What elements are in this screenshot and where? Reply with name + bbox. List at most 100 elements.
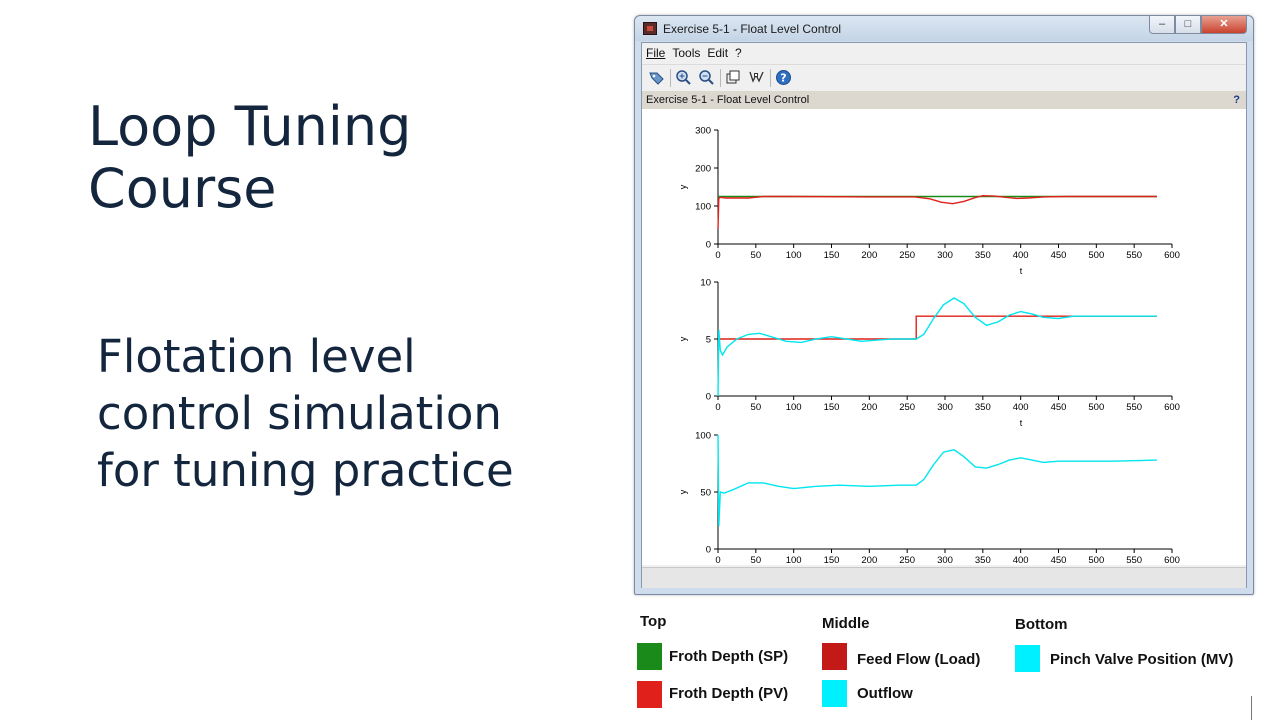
x-tick-label: 250	[899, 250, 915, 261]
y-axis-label: y	[678, 184, 688, 189]
x-tick-label: 200	[861, 250, 877, 261]
legend-swatch-valve	[1015, 645, 1040, 672]
x-tick-label: 150	[824, 250, 840, 261]
window-title: Exercise 5-1 - Float Level Control	[663, 22, 842, 36]
series-line	[717, 194, 1157, 229]
window-titlebar[interactable]: Exercise 5-1 - Float Level Control – □ ✕	[635, 16, 1253, 41]
legend-label-feed-flow: Feed Flow (Load)	[857, 651, 981, 668]
menu-edit[interactable]: Edit	[707, 46, 729, 60]
series-line	[718, 315, 1157, 340]
simulation-window: Exercise 5-1 - Float Level Control – □ ✕…	[634, 15, 1254, 595]
x-tick-label: 400	[1013, 402, 1029, 413]
charts-svg: 0 50 100 150 200 250 300 350 400 450 500 550 6000100…	[678, 126, 1180, 567]
legend-label-froth-sp: Froth Depth (SP)	[669, 648, 789, 665]
x-tick-label: 200	[861, 555, 877, 565]
x-tick-label: 500	[1088, 250, 1104, 261]
y-tick-label: 0	[706, 240, 711, 251]
series-line	[717, 297, 1157, 397]
x-tick-label: 150	[824, 402, 840, 413]
x-tick-label: 400	[1013, 555, 1029, 565]
legend-label-froth-pv: Froth Depth (PV)	[669, 685, 789, 702]
plot-area: 0 50 100 150 200 250 300 350 400 450 500 550 600 0 100…	[642, 109, 1246, 567]
zoom-in-icon[interactable]	[674, 68, 693, 87]
minimize-button[interactable]: –	[1149, 16, 1175, 34]
data-bounds-icon[interactable]	[724, 68, 743, 87]
rotate-icon[interactable]	[647, 68, 666, 87]
y-tick-label: 300	[695, 126, 711, 137]
x-axis-label: t	[1020, 418, 1023, 428]
x-tick-label: 250	[899, 555, 915, 565]
svg-text:?: ?	[780, 72, 786, 85]
x-tick-label: 50	[751, 402, 762, 413]
series-line	[717, 434, 1157, 527]
y-tick-label: 10	[700, 278, 711, 289]
x-axis-label: t	[1020, 266, 1023, 276]
legend-swatch-sp	[637, 643, 662, 670]
x-tick-label: 100	[786, 250, 802, 261]
legend-heading-bottom: Bottom	[1015, 616, 1068, 633]
y-tick-label: 5	[706, 335, 711, 346]
status-bar	[642, 567, 1246, 588]
x-tick-label: 300	[937, 250, 953, 261]
x-tick-label: 550	[1126, 555, 1142, 565]
x-tick-label: 0	[715, 250, 720, 261]
x-tick-label: 450	[1051, 250, 1067, 261]
x-tick-label: 600	[1164, 250, 1180, 261]
x-tick-label: 300	[937, 555, 953, 565]
legend-swatch-feed	[822, 643, 847, 670]
y-tick-label: 50	[700, 488, 711, 499]
x-tick-label: 50	[751, 250, 762, 261]
toolbar: ?	[642, 64, 1246, 90]
menu-file[interactable]: File	[646, 46, 666, 60]
x-tick-label: 350	[975, 250, 991, 261]
slide-title: Loop Tuning Course	[88, 95, 412, 220]
x-tick-label: 50	[751, 555, 762, 565]
x-tick-label: 400	[1013, 250, 1029, 261]
x-tick-label: 450	[1051, 555, 1067, 565]
window-client: File Tools Edit ? ?	[641, 42, 1247, 588]
toolbar-separator	[770, 68, 771, 87]
x-tick-label: 500	[1088, 402, 1104, 413]
x-tick-label: 100	[786, 555, 802, 565]
x-tick-label: 450	[1051, 402, 1067, 413]
slide-subtitle: Flotation level control simulation for t…	[97, 330, 514, 497]
x-tick-label: 350	[975, 555, 991, 565]
figure-help-icon[interactable]: ?	[1233, 94, 1240, 106]
y-tick-label: 200	[695, 164, 711, 175]
zoom-out-icon[interactable]	[697, 68, 716, 87]
x-tick-label: 0	[715, 555, 720, 565]
toolbar-separator	[670, 68, 671, 87]
y-axis-label: y	[678, 336, 688, 341]
menubar: File Tools Edit ?	[642, 43, 1246, 63]
x-tick-label: 0	[715, 402, 720, 413]
x-tick-label: 600	[1164, 402, 1180, 413]
figure-titlebar: Exercise 5-1 - Float Level Control ?	[642, 91, 1246, 109]
toolbar-separator	[720, 68, 721, 87]
legend-heading-middle: Middle	[822, 615, 870, 632]
maximize-button[interactable]: □	[1175, 16, 1201, 34]
close-button[interactable]: ✕	[1201, 16, 1247, 34]
y-tick-label: 0	[706, 545, 711, 556]
x-tick-label: 550	[1126, 402, 1142, 413]
corner-divider	[1251, 696, 1252, 720]
x-tick-label: 550	[1126, 250, 1142, 261]
menu-help[interactable]: ?	[735, 46, 742, 60]
legend-swatch-outflow	[822, 680, 847, 707]
y-axis-label: y	[678, 489, 688, 494]
y-tick-label: 100	[695, 431, 711, 442]
legend-swatch-pv	[637, 681, 662, 708]
legend-label-outflow: Outflow	[857, 685, 913, 702]
x-tick-label: 150	[824, 555, 840, 565]
x-tick-label: 100	[786, 402, 802, 413]
x-tick-label: 600	[1164, 555, 1180, 565]
x-tick-label: 300	[937, 402, 953, 413]
x-tick-label: 350	[975, 402, 991, 413]
figure-title: Exercise 5-1 - Float Level Control	[646, 94, 810, 106]
datatip-icon[interactable]	[747, 68, 766, 87]
help-icon[interactable]: ?	[774, 68, 793, 87]
x-tick-label: 500	[1088, 555, 1104, 565]
menu-tools[interactable]: Tools	[672, 46, 701, 60]
legend-heading-top: Top	[640, 613, 667, 630]
legend-label-pinch-valve: Pinch Valve Position (MV)	[1050, 651, 1234, 668]
app-icon	[643, 22, 657, 35]
